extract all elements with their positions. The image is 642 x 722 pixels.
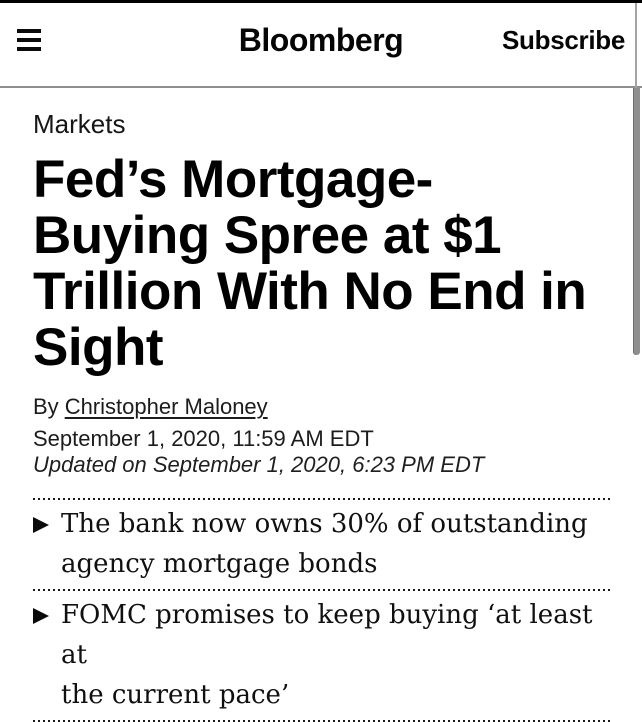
hamburger-bar <box>17 29 41 33</box>
bullet-triangle-icon <box>33 608 49 624</box>
key-point-item: FOMC promises to keep buying ‘at least a… <box>33 591 612 720</box>
key-point-text: FOMC promises to keep buying ‘at least a… <box>61 600 593 710</box>
bloomberg-logo[interactable]: Bloomberg <box>238 21 404 58</box>
article-body: Markets Fed’s Mortgage- Buying Spree at … <box>0 88 642 722</box>
bullet-triangle-icon <box>33 517 49 533</box>
hamburger-bar <box>17 47 41 51</box>
key-points-list: The bank now owns 30% of outstanding age… <box>33 498 612 722</box>
dotted-divider <box>33 589 612 591</box>
published-timestamp: September 1, 2020, 11:59 AM EDT <box>33 426 374 451</box>
scrollbar-thumb[interactable] <box>633 88 640 355</box>
key-point-text: The bank now owns 30% of outstanding age… <box>61 509 588 579</box>
article-headline: Fed’s Mortgage- Buying Spree at $1 Trill… <box>33 150 587 377</box>
dotted-divider <box>33 498 612 500</box>
scrollbar-track[interactable] <box>635 3 637 88</box>
hamburger-menu-icon[interactable] <box>17 29 41 51</box>
byline-prefix: By <box>33 394 59 419</box>
author-link[interactable]: Christopher Maloney <box>64 394 268 419</box>
top-edge-bar <box>0 0 642 3</box>
hamburger-bar <box>17 38 41 42</box>
site-header: Bloomberg Subscribe <box>0 3 642 88</box>
subscribe-button[interactable]: Subscribe <box>501 24 625 55</box>
byline: By Christopher Maloney <box>33 394 612 420</box>
section-label[interactable]: Markets <box>33 109 126 139</box>
byline-block: By Christopher Maloney September 1, 2020,… <box>33 394 612 478</box>
key-point-item: The bank now owns 30% of outstanding age… <box>33 500 612 589</box>
updated-timestamp: Updated on September 1, 2020, 6:23 PM ED… <box>33 452 485 477</box>
